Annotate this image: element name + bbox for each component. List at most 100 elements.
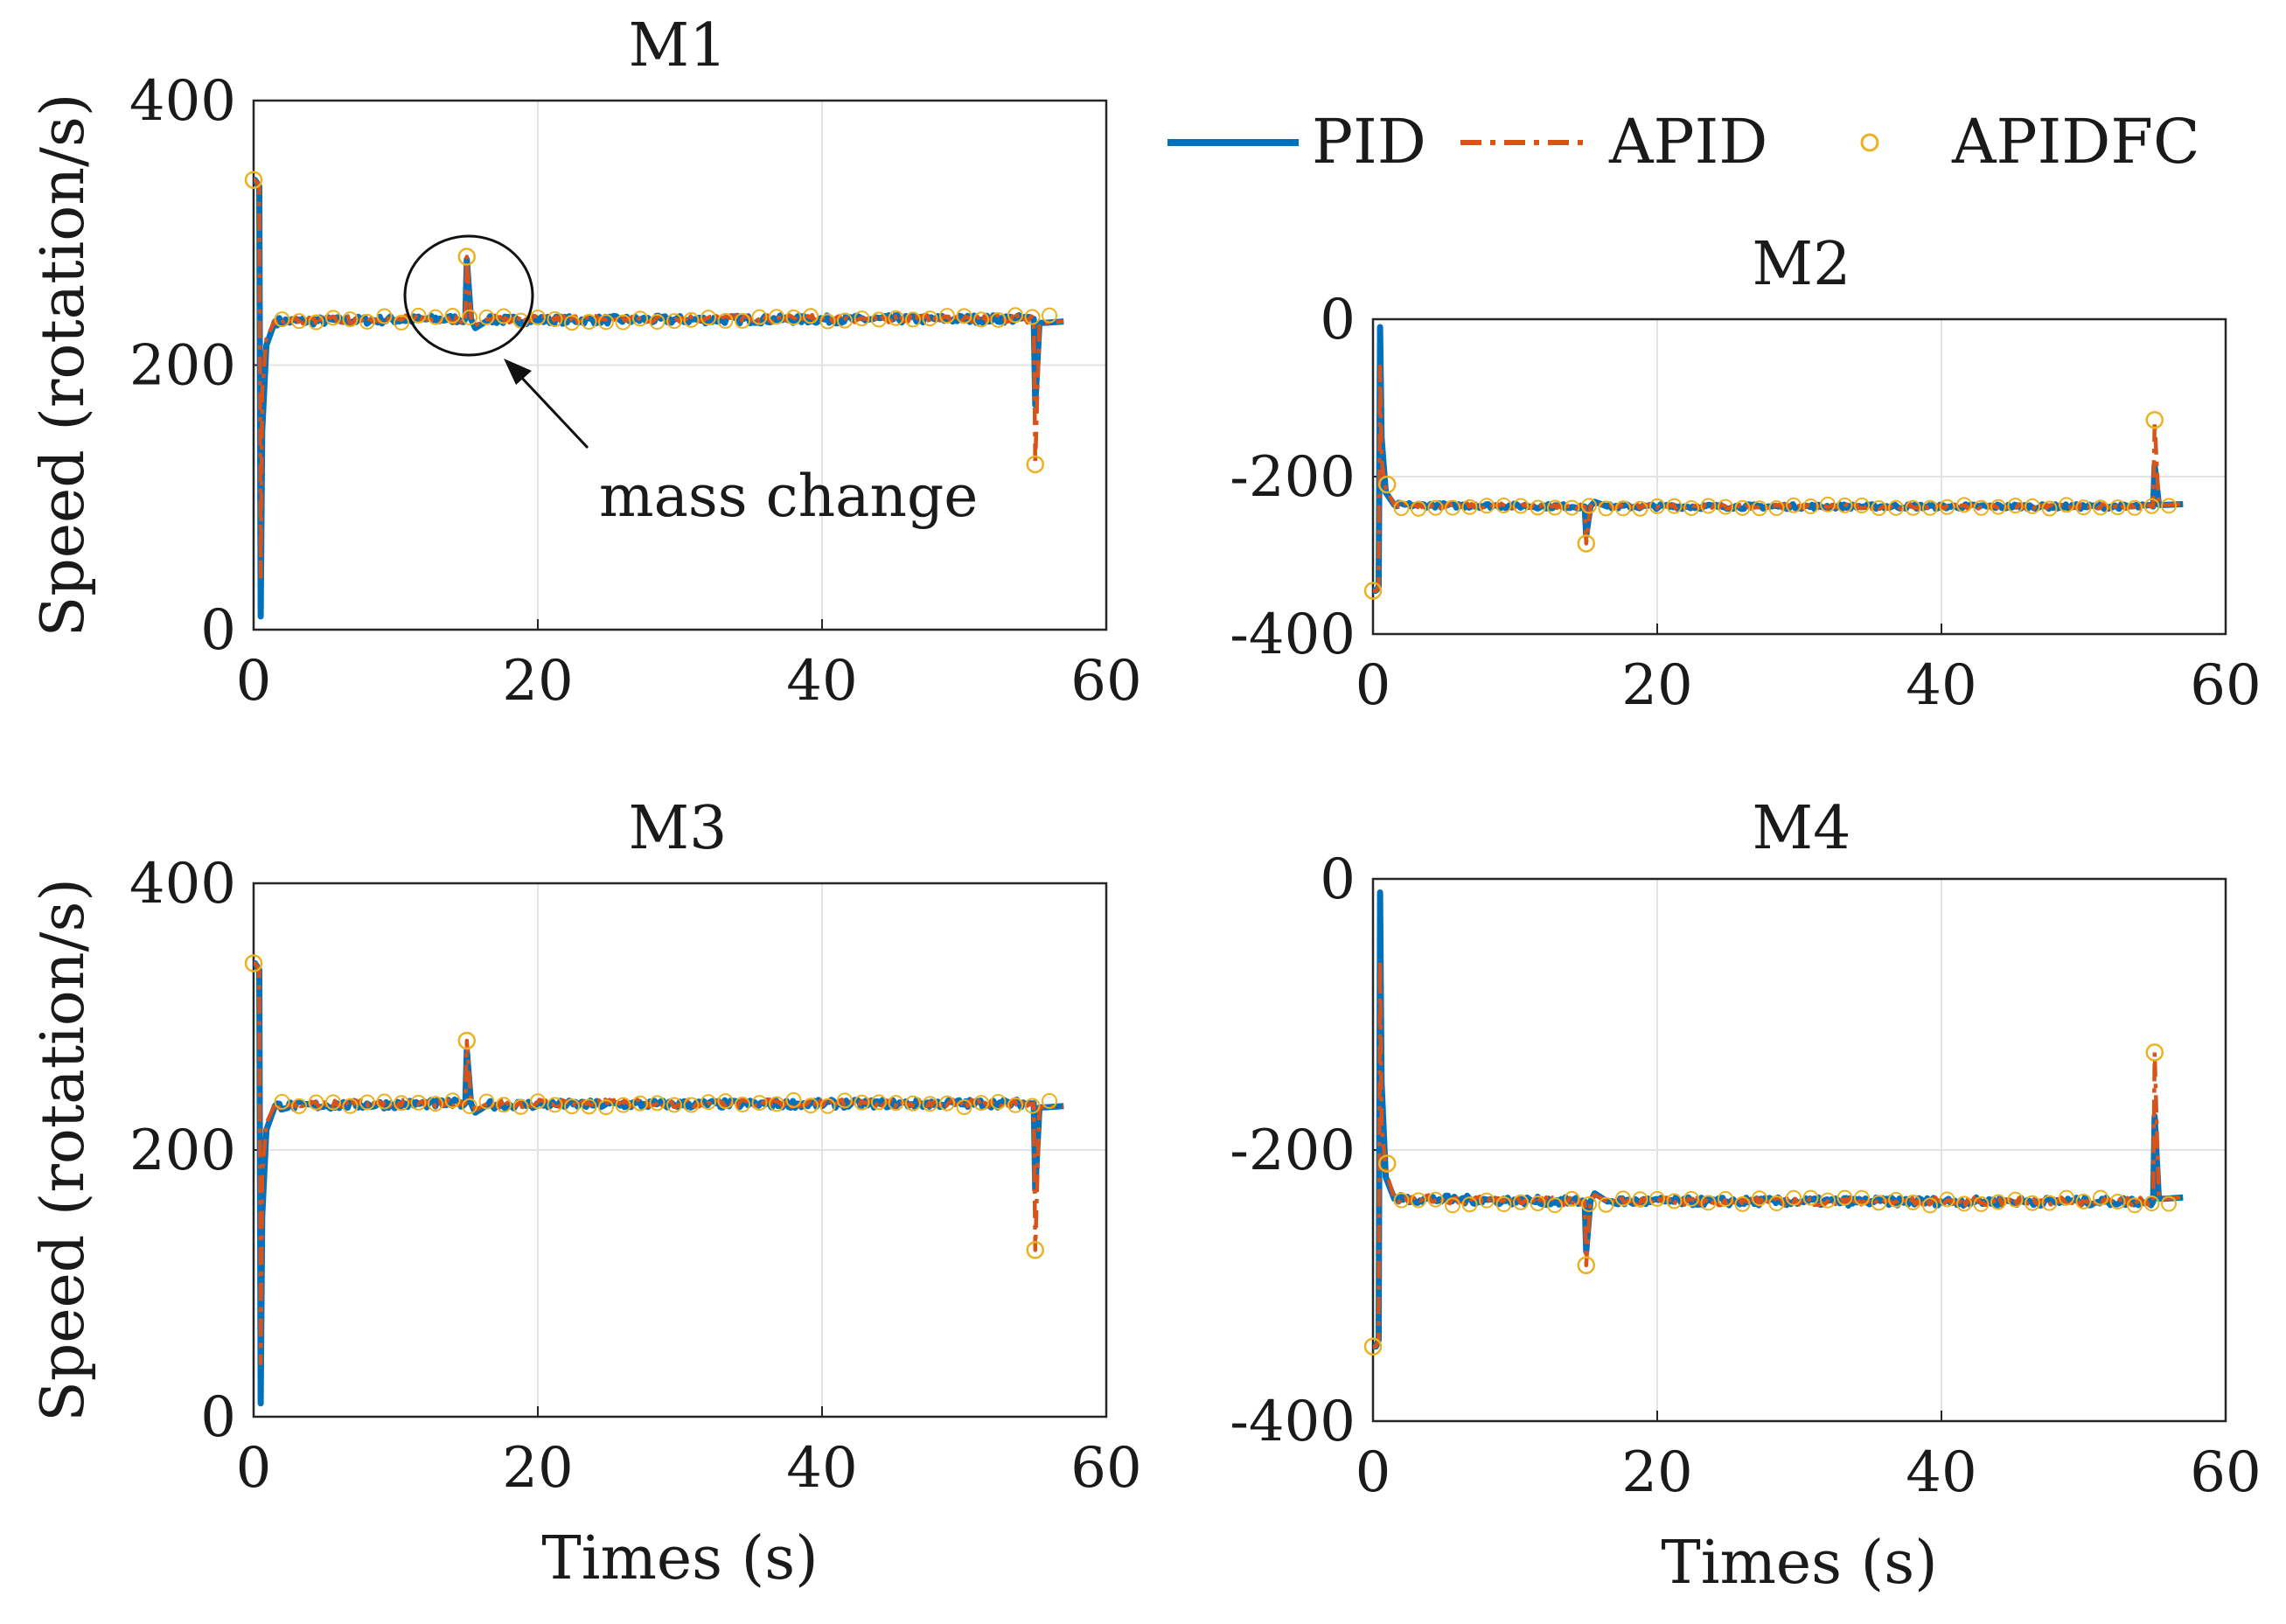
series-apidfc-marker (1718, 1190, 1733, 1207)
legend-pid-label: PID (1312, 106, 1426, 178)
series-apidfc-marker (1836, 497, 1853, 513)
series-apidfc-marker (1990, 498, 2006, 515)
series-apidfc-marker (1564, 499, 1580, 516)
series-apidfc-marker (342, 1098, 359, 1114)
panel-m1: 0 20 40 60 0 200 400 M1 Speed (rotation/s) (29, 11, 1142, 714)
series-apidfc-marker (1411, 500, 1426, 517)
series-apidfc-marker (478, 1093, 495, 1110)
series-apidfc-marker (1768, 1195, 1785, 1212)
series-apidfc-marker (444, 308, 461, 324)
series-apidfc-marker (717, 1093, 734, 1110)
series-apidfc-marker (803, 308, 819, 324)
series-apidfc-marker (2093, 1189, 2108, 1206)
mass-change-annotation: mass change (403, 234, 978, 530)
series-apidfc-marker (291, 1098, 307, 1114)
series-apidfc-marker (342, 311, 359, 328)
series-apidfc-marker (939, 308, 955, 324)
series-apidfc-marker (428, 1096, 443, 1112)
series-apidfc-marker (1956, 1195, 1972, 1212)
series-apidfc-marker (547, 1097, 563, 1113)
series-apidfc-marker (1922, 499, 1938, 516)
series-apidfc-marker (888, 310, 904, 326)
series-apidfc-marker (2059, 1189, 2074, 1206)
y-tick-label: -200 (1230, 1119, 1356, 1183)
series-apidfc-marker (1581, 498, 1597, 514)
y-tick-label: -200 (1230, 445, 1356, 510)
series-apidfc-marker (410, 307, 427, 324)
series-apidfc-marker (1513, 498, 1529, 514)
series-apidfc-marker (1479, 498, 1495, 514)
series-apidfc-marker (530, 309, 546, 325)
series-apidfc-marker (649, 314, 666, 331)
series-apidfc-marker (325, 310, 341, 326)
series-pid-line (254, 960, 1064, 1407)
series-apidfc-marker (2109, 1194, 2126, 1210)
series-apidfc-marker (1820, 1192, 1836, 1209)
series-apidfc-marker (1378, 1154, 1397, 1173)
series-apidfc-marker (478, 309, 495, 325)
series-apidfc-marker (1598, 500, 1614, 517)
y-tick-label: 400 (129, 69, 236, 134)
legend-apidfc-label: APIDFC (1951, 106, 2200, 178)
series-apidfc-marker (308, 314, 324, 331)
series-apidfc-marker (2145, 1043, 2164, 1062)
series-apidfc-marker (244, 171, 263, 189)
series-apidfc-marker (2007, 498, 2024, 514)
x-tick-label: 0 (1356, 653, 1391, 718)
panel-title: M4 (1753, 794, 1851, 863)
series-apidfc-marker (1577, 534, 1595, 553)
series-apidfc-marker (1445, 1197, 1460, 1214)
series-apidfc-marker (1939, 498, 1955, 515)
series-apidfc-marker (1581, 1196, 1597, 1213)
series-apidfc-marker (394, 314, 409, 331)
series-apidfc-marker (1820, 496, 1836, 512)
panel-title: M2 (1753, 230, 1851, 299)
series-apidfc-marker (1683, 1190, 1699, 1207)
series-apidfc-marker (359, 313, 375, 330)
y-tick-label: 200 (129, 1119, 236, 1183)
x-tick-label: 40 (786, 1436, 857, 1501)
series-apidfc-marker (1378, 475, 1397, 494)
series-apidfc-marker (871, 311, 887, 328)
series-apidfc-marker (564, 315, 580, 331)
series-apidfc-marker (1547, 499, 1563, 516)
series-apidfc-marker (1598, 1196, 1614, 1213)
series-apidfc-marker (1461, 498, 1478, 515)
y-axis-label: Speed (rotation/s) (29, 878, 98, 1422)
series-apidfc-marker (462, 1098, 477, 1114)
series-apidfc-marker (905, 311, 921, 328)
series-apidfc-marker (1007, 1097, 1023, 1113)
series-apidfc-marker (394, 1095, 409, 1112)
x-tick-label: 60 (2190, 1440, 2261, 1505)
series-apidfc-marker (274, 311, 290, 328)
series-apidfc-marker (803, 1098, 819, 1114)
series-apidfc-marker (325, 1094, 341, 1111)
series-apidfc-marker (769, 309, 784, 325)
series-apidfc-marker (1479, 1192, 1495, 1209)
series-pid-line (254, 177, 1064, 620)
series-apidfc-marker (1990, 1194, 2006, 1210)
series-apidfc-marker (547, 310, 563, 327)
series-apidfc-marker (2041, 1195, 2058, 1211)
series-apidfc-marker (700, 1094, 716, 1111)
series-apidfc-marker (1024, 309, 1041, 325)
x-tick-label: 60 (2190, 653, 2261, 718)
series-apidfc-marker (2161, 1195, 2177, 1212)
series-apidfc-marker (2075, 499, 2092, 516)
series-apidfc-marker (410, 1094, 427, 1111)
x-tick-label: 20 (1621, 653, 1692, 718)
series-apidfc-marker (1530, 499, 1546, 516)
x-tick-label: 0 (1356, 1440, 1391, 1505)
series-apidfc-marker (615, 314, 631, 331)
series-pid-line (1373, 324, 2184, 594)
series-apidfc-marker (1683, 499, 1699, 516)
series-apidfc-marker (990, 311, 1007, 328)
series-apidfc-marker (598, 1099, 614, 1116)
series-apidfc-marker (359, 1094, 375, 1111)
series-apidfc-marker (1042, 1092, 1057, 1109)
x-tick-label: 40 (1906, 1440, 1976, 1505)
series-apidfc-marker (581, 1098, 597, 1115)
series-apidfc-marker (735, 312, 750, 329)
panel-m4: 0 20 40 60 -400 -200 0 M4 Times (s) (1230, 794, 2262, 1598)
series-apidfc-marker (308, 1094, 324, 1111)
